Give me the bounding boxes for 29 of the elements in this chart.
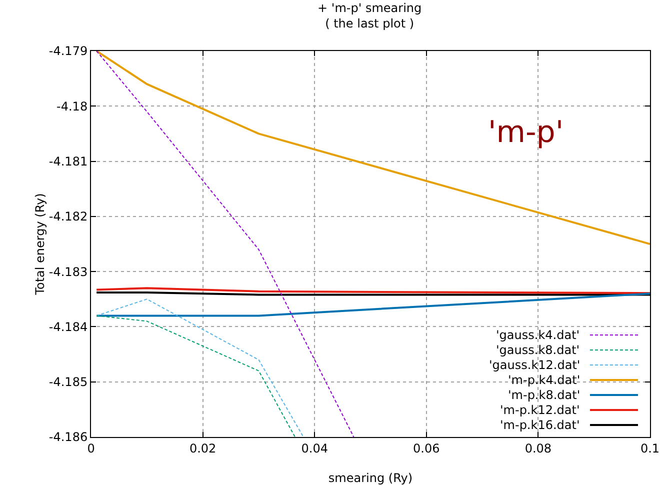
legend-label: 'm-p.k8.dat' (508, 388, 580, 402)
legend-label: 'gauss.k12.dat' (489, 358, 580, 372)
y-tick-label: -4.184 (48, 320, 88, 334)
y-tick-label: -4.182 (48, 210, 88, 224)
y-tick-label: -4.185 (48, 375, 88, 390)
y-axis-title: Total energy (Ry) (32, 193, 47, 296)
legend-label: 'gauss.k8.dat' (496, 343, 580, 357)
x-tick-label: 0 (87, 441, 95, 456)
x-tick-label: 0.06 (413, 441, 440, 456)
x-tick-label: 0.08 (524, 441, 552, 456)
x-tick-label: 0.02 (189, 441, 216, 456)
legend-label: 'gauss.k4.dat' (496, 328, 580, 342)
annotation: 'm-p' (488, 115, 564, 150)
chart-title: + 'm-p' smearing ( the last plot ) (318, 1, 422, 31)
legend-label: 'm-p.k12.dat' (500, 403, 580, 417)
y-tick-label: -4.18 (56, 99, 88, 114)
y-tick-label: -4.183 (48, 264, 88, 279)
y-tick-label: -4.181 (48, 154, 88, 168)
line-series (96, 51, 650, 245)
y-tick-label: -4.186 (48, 430, 88, 444)
x-tick-label: 0.1 (640, 441, 660, 456)
legend-label: 'm-p.k4.dat' (508, 373, 580, 387)
line-series (96, 298, 304, 437)
line-series (96, 51, 354, 437)
line-series (96, 315, 296, 437)
x-tick-label: 0.04 (301, 441, 328, 456)
legend-label: 'm-p.k16.dat' (500, 418, 580, 432)
y-tick-label: -4.179 (48, 44, 88, 58)
x-axis-title: smearing (Ry) (328, 471, 413, 485)
